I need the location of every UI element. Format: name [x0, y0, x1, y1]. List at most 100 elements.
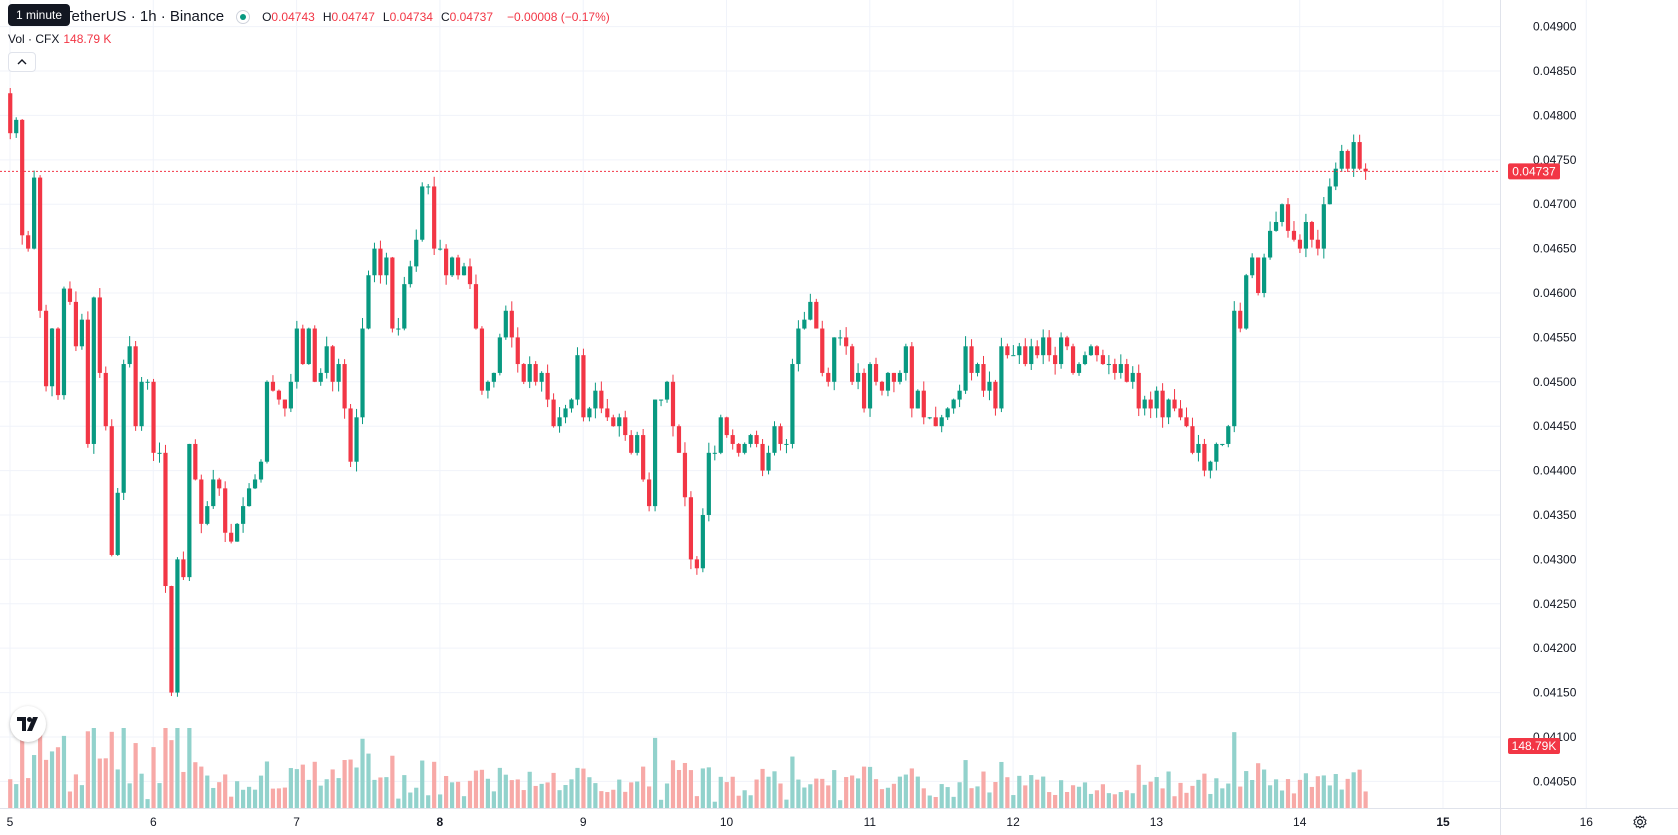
gear-icon[interactable] [1630, 812, 1650, 832]
volume-bar [891, 783, 897, 808]
candle-up [306, 328, 311, 365]
price-tick-label: 0.04150 [1533, 686, 1577, 700]
collapse-legend-button[interactable] [8, 52, 36, 72]
volume-bar [97, 758, 102, 808]
volume-bar [784, 799, 789, 808]
candle-up [1106, 364, 1111, 366]
candle-down [37, 177, 43, 311]
time-tick-label: 13 [1150, 815, 1164, 829]
tradingview-logo-icon[interactable] [10, 706, 46, 742]
candle-down [754, 435, 759, 444]
volume-bar [175, 728, 180, 808]
candle-up [252, 479, 258, 489]
price-axis[interactable]: 0.04900 0.04850 0.04800 0.04750 0.04700 0.046… [1533, 20, 1577, 789]
volume-bar [1256, 763, 1261, 808]
volume-bar [264, 761, 270, 808]
volume-bar [1053, 794, 1058, 808]
volume-bar [473, 770, 479, 808]
volume-bar [1238, 786, 1243, 808]
time-axis[interactable]: 5 6 7 8 9 10 11 12 13 14 15 16 [7, 815, 1594, 829]
volume-bar [539, 783, 544, 808]
candle-down [97, 297, 102, 373]
candle-up [187, 443, 192, 578]
candle-down [1190, 426, 1195, 453]
candle-down [390, 257, 395, 329]
volume-bar [241, 789, 246, 808]
candle-up [336, 364, 341, 382]
volume-bar [43, 759, 49, 808]
candle-up [658, 399, 664, 401]
candle-down [688, 497, 694, 560]
volume-bar [229, 796, 234, 808]
candle-up [79, 319, 84, 347]
volume-bar [1363, 791, 1368, 808]
candle-up [903, 346, 908, 373]
time-tick-label: 10 [720, 815, 734, 829]
candle-down [1309, 221, 1314, 240]
candle-up [241, 506, 246, 524]
volume-bar [545, 782, 550, 808]
candle-down [1124, 364, 1129, 382]
candle-down [623, 417, 628, 436]
candle-up [396, 328, 401, 330]
last-volume-text: 148.79K [1512, 739, 1557, 753]
volume-bar [647, 786, 652, 808]
candle-up [497, 337, 502, 373]
volume-bar [193, 762, 198, 808]
volume-bar [623, 791, 628, 808]
candle-up [1250, 257, 1255, 276]
candle-up [527, 364, 532, 382]
candle-down [55, 328, 61, 396]
volume-bar [951, 796, 956, 808]
volume-bar [981, 771, 986, 808]
volume-bar [599, 791, 604, 808]
candle-down [163, 452, 168, 587]
volume-bar [414, 787, 419, 808]
ohlc-low: L0.04734 [382, 9, 433, 24]
volume-bar [354, 767, 359, 808]
volume-bar [282, 787, 287, 808]
volume-bar [1226, 783, 1231, 808]
price-tick-label: 0.04200 [1533, 641, 1577, 655]
volume-bar [26, 778, 31, 808]
candle-up [1130, 372, 1135, 382]
candle-up [557, 417, 562, 427]
market-status-icon[interactable] [236, 9, 251, 24]
volume-bar [1232, 732, 1237, 808]
volume-bar [658, 799, 664, 808]
candle-up [1267, 230, 1273, 258]
time-tick-label: 5 [7, 815, 14, 829]
candle-down [1136, 372, 1141, 409]
candle-down [1160, 390, 1165, 418]
candle-up [1232, 310, 1237, 427]
volume-bar [939, 784, 944, 808]
candle-down [1172, 399, 1177, 409]
volume-bar [181, 771, 186, 808]
volume-bar [927, 795, 932, 808]
candle-down [1285, 204, 1291, 231]
volume-bar [1250, 779, 1255, 808]
candle-down [611, 417, 616, 427]
volume-bar [533, 785, 538, 808]
volume-bar [903, 774, 908, 808]
candle-up [915, 390, 920, 409]
volume-bar [384, 777, 389, 808]
volume-bar [1136, 764, 1141, 808]
volume-bar [1303, 773, 1309, 808]
volume-bar [8, 779, 13, 808]
volume-bar [139, 773, 144, 808]
symbol-title[interactable]: TetherUS · 1h · Binance [64, 8, 225, 25]
candle-up [790, 364, 795, 444]
candle-down [1291, 230, 1297, 240]
candle-down [169, 586, 174, 693]
candle-up [157, 452, 162, 454]
last-volume-label: 148.79K [1508, 738, 1560, 754]
volume-label[interactable]: Vol · CFX [8, 32, 60, 46]
candle-down [599, 390, 604, 409]
candle-down [670, 381, 676, 427]
candle-down [151, 381, 156, 453]
candle-down [467, 266, 473, 285]
candle-up [288, 381, 293, 409]
candle-down [67, 288, 73, 302]
